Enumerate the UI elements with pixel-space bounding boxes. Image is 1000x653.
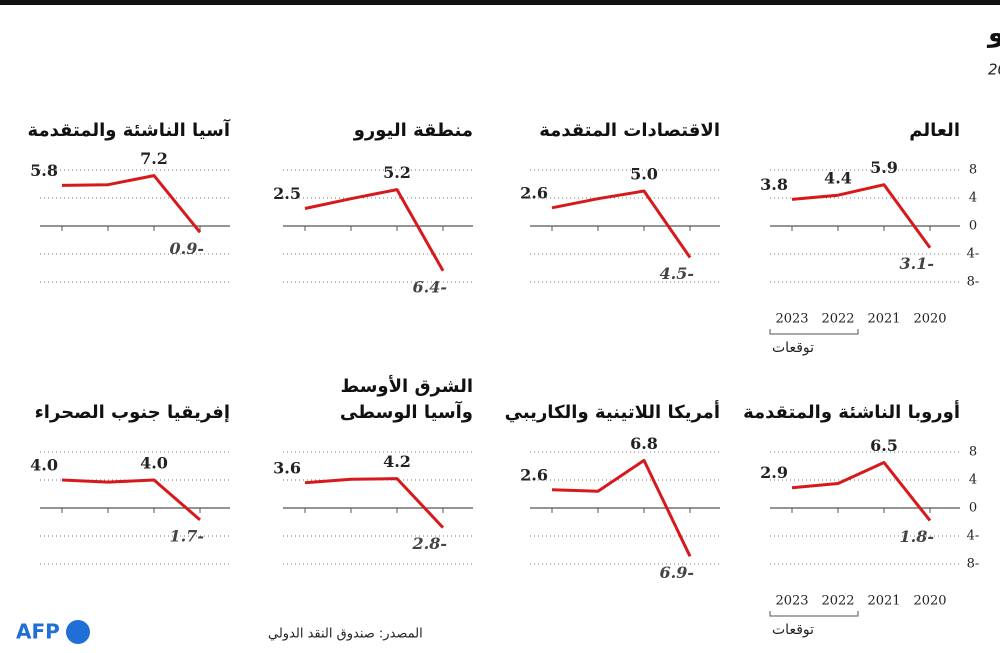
value-label: 2.6 — [520, 465, 548, 484]
forecast-label: توقعات — [772, 340, 814, 356]
data-line — [61, 174, 202, 234]
panel-title: الشرق الأوسط وآسيا الوسطى — [339, 376, 473, 423]
data-line — [304, 477, 445, 529]
x-tick-label: 2022 — [821, 312, 854, 327]
panel-title: الاقتصادات المتقدمة — [539, 120, 720, 141]
y-tick-label: 4 — [969, 191, 977, 206]
value-label: 6.4- — [413, 277, 447, 296]
value-label: 3.8 — [760, 175, 788, 194]
value-label: 3.1- — [900, 254, 934, 273]
value-label: 4.2 — [383, 452, 411, 471]
value-label: 2.8- — [412, 534, 447, 553]
source: المصدر: صندوق النقد الدولي — [268, 627, 423, 642]
y-tick-label: 8 — [969, 163, 977, 178]
panel-title: العالم — [909, 120, 960, 141]
chart-title: توقعات صندوق النقد الدولي للنمو — [986, 18, 1000, 49]
y-tick-label: 0 — [969, 219, 977, 234]
x-tick-label: 2021 — [867, 594, 900, 609]
value-label: 0.9- — [170, 239, 204, 258]
forecast-bracket — [769, 329, 859, 335]
x-tick-label: 2021 — [867, 312, 900, 327]
top-bar — [0, 0, 1000, 5]
value-label: 2.9 — [760, 463, 788, 482]
data-line — [791, 183, 932, 249]
x-tick-label: 2020 — [913, 312, 946, 327]
panel-title: أمريكا اللاتينية والكاريبي — [504, 402, 720, 423]
value-label: 4.4 — [824, 169, 852, 188]
panel-title: منطقة اليورو — [353, 120, 473, 141]
y-tick-label: 8 — [969, 445, 977, 460]
y-tick-label: 8- — [967, 275, 980, 290]
data-line — [791, 461, 932, 522]
value-label: 2.5 — [273, 184, 301, 203]
forecast-bracket — [769, 611, 859, 617]
y-tick-label: 8- — [967, 557, 980, 572]
chart-subtitle: % التغير في إجمالي الناتج الداخلي على أس… — [988, 60, 1000, 79]
logo: AFP — [16, 620, 60, 644]
forecast-label: توقعات — [772, 622, 814, 638]
value-label: 6.5 — [870, 436, 898, 455]
value-label: 5.8 — [30, 161, 58, 180]
y-tick-label: 4- — [967, 529, 980, 544]
value-label: 1.7- — [170, 526, 204, 545]
data-line — [304, 188, 445, 272]
value-label: 3.6 — [273, 458, 301, 477]
x-tick-label: 2023 — [775, 594, 808, 609]
value-label: 5.0 — [630, 165, 658, 184]
panel-title: آسيا الناشئة والمتقدمة — [27, 120, 230, 141]
value-label: 4.0 — [140, 454, 168, 473]
y-tick-label: 4- — [967, 247, 980, 262]
x-tick-label: 2020 — [913, 594, 946, 609]
value-label: 1.8- — [900, 527, 934, 546]
value-label: 4.0 — [30, 456, 58, 475]
value-label: 6.9- — [660, 563, 694, 582]
data-line — [551, 458, 692, 557]
value-label: 5.9 — [870, 158, 898, 177]
panel-title: إفريقيا جنوب الصحراء — [34, 402, 230, 423]
y-tick-label: 0 — [969, 501, 977, 516]
value-label: 2.6 — [520, 183, 548, 202]
x-tick-label: 2023 — [775, 312, 808, 327]
data-line — [61, 478, 201, 522]
x-tick-label: 2022 — [821, 594, 854, 609]
value-label: 4.5- — [660, 264, 694, 283]
value-label: 7.2 — [140, 149, 168, 168]
value-label: 5.2 — [383, 163, 411, 182]
data-line — [551, 189, 692, 259]
panel-title: أوروبا الناشئة والمتقدمة — [743, 402, 960, 423]
y-tick-label: 4 — [969, 473, 977, 488]
value-label: 6.8 — [630, 434, 658, 453]
logo-dot — [66, 620, 90, 644]
